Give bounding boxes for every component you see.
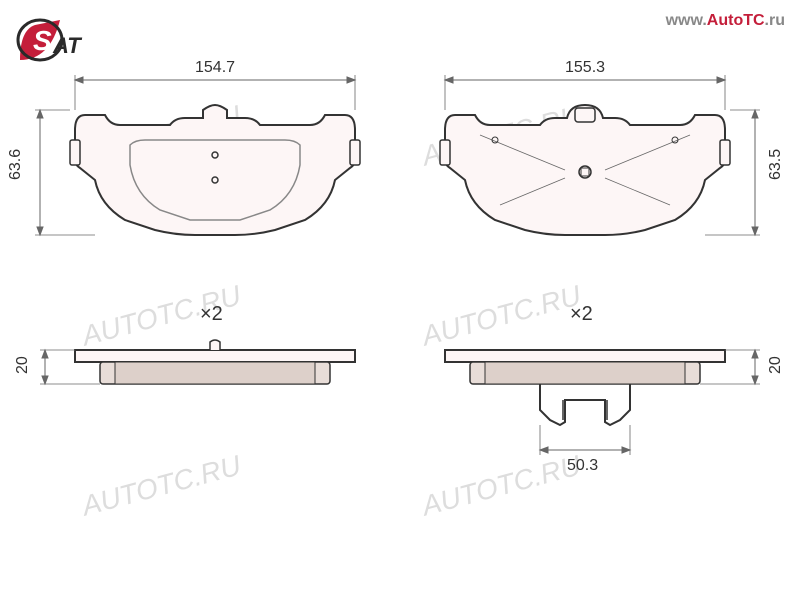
right-height-label: 63.5 [767,149,784,180]
left-qty: ×2 [200,303,223,325]
sat-logo: S AT [15,15,105,75]
left-thick-label: 20 [14,356,31,374]
left-height-label: 63.6 [7,149,24,180]
right-thick-label: 20 [767,356,784,374]
right-qty: ×2 [570,303,593,325]
left-width-label: 154.7 [195,59,235,76]
svg-text:S: S [33,25,52,56]
svg-text:AT: AT [52,33,82,58]
right-width-label: 155.3 [565,59,605,76]
clip-width-label: 50.3 [567,457,598,474]
technical-drawing: 154.7 63.6 ×2 20 155.3 63.5 ×2 20 50.3 [0,0,800,600]
site-url: www.AutoTC.ru [666,12,785,30]
